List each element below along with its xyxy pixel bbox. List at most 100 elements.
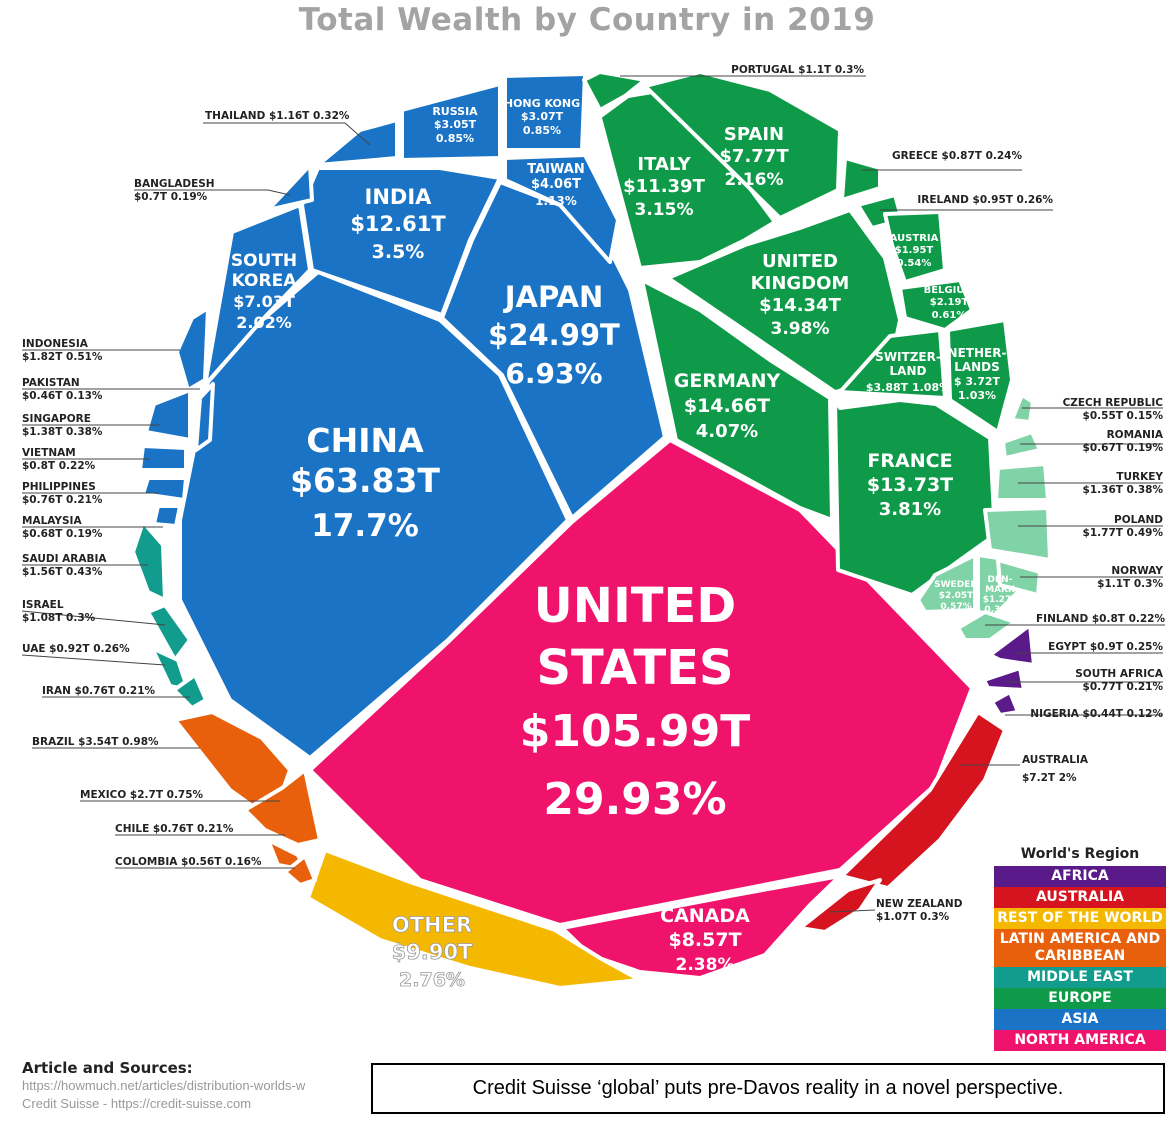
taiwan-label-line: TAIWAN (527, 162, 584, 177)
italy-cell (596, 88, 777, 270)
vietnam-label-line: VIETNAM (22, 447, 76, 459)
france-label-line: FRANCE (867, 450, 952, 472)
india-label-line: 3.5% (372, 241, 425, 263)
uk-label-line: 3.98% (771, 319, 830, 339)
austria-label-line: AUSTRIA (890, 233, 939, 244)
germany-label-line: GERMANY (674, 370, 781, 392)
taiwan-label: TAIWAN $4.06T 1.13% (527, 162, 584, 208)
uk-label-line: $14.34T (759, 295, 841, 316)
skorea-label-line: 2.02% (236, 313, 292, 332)
singapore-label: SINGAPORE $1.38T 0.38% (22, 413, 103, 438)
israel-cell (146, 603, 192, 662)
mexico-label-line: MEXICO $2.7T 0.75% (80, 789, 204, 801)
sweden-label: SWEDEN $2.05T 0.57% (934, 580, 978, 612)
germany-label-line: $14.66T (684, 395, 770, 417)
nz-label-line: $1.07T 0.3% (876, 911, 950, 923)
denmark-label-line: DEN- (988, 575, 1013, 585)
greece-cell (840, 156, 882, 202)
mexico-cell (243, 768, 322, 847)
skorea-label-line: KOREA (232, 271, 298, 291)
indonesia-cell (175, 306, 210, 392)
turkey-label-line: $1.36T 0.38% (1083, 484, 1164, 496)
ireland-label: IRELAND $0.95T 0.26% (917, 194, 1053, 206)
japan-label: JAPAN $24.99T 6.93% (488, 280, 620, 390)
vietnam-label-line: $0.8T 0.22% (22, 460, 96, 472)
egypt-cell (988, 623, 1036, 667)
other-label: OTHER $9.90T 2.76% (392, 913, 473, 991)
hongkong-label-line: 0.85% (523, 124, 561, 137)
nz-label-line: NEW ZEALAND (876, 898, 963, 910)
austria-label-line: $1.95T (895, 245, 934, 256)
skorea-label-line: SOUTH (231, 251, 297, 271)
bangladesh-cell (266, 163, 314, 212)
saudi-label-line: SAUDI ARABIA (22, 553, 107, 565)
bangladesh-label-line: $0.7T 0.19% (134, 191, 208, 203)
brazil-cell (173, 710, 292, 822)
germany-label-line: 4.07% (696, 421, 758, 442)
finland-label-line: FINLAND $0.8T 0.22% (1036, 613, 1165, 625)
source-link-howmuch[interactable]: https://howmuch.net/articles/distributio… (22, 1078, 306, 1093)
malaysia-label-line: $0.68T 0.19% (22, 528, 103, 540)
caption-box: Credit Suisse ‘global’ puts pre-Davos re… (371, 1063, 1165, 1114)
spain-label-line: SPAIN (724, 124, 784, 145)
spain-cell (643, 70, 842, 220)
thailand-label: THAILAND $1.16T 0.32% (205, 110, 350, 122)
legend-item-africa: AFRICA (994, 866, 1166, 887)
safrica-label: SOUTH AFRICA $0.77T 0.21% (1075, 668, 1164, 693)
norway-label-line: NORWAY (1111, 565, 1163, 577)
colombia-label: COLOMBIA $0.56T 0.16% (115, 856, 262, 868)
italy-label-line: $11.39T (623, 176, 705, 197)
uk-label-line: KINGDOM (751, 273, 850, 294)
china-label: CHINA $63.83T 17.7% (290, 421, 440, 544)
czech-label-line: CZECH REPUBLIC (1063, 397, 1164, 409)
skorea-label: SOUTH KOREA $7.03T 2.02% (231, 251, 297, 332)
inner-labels: UNITED STATES $105.99T 29.93% CHINA $63.83T 17… (231, 97, 1018, 991)
portugal-cell (582, 70, 647, 112)
nz-cell (798, 878, 882, 934)
finland-cell (956, 610, 1017, 642)
italy-label: ITALY $11.39T 3.15% (623, 154, 705, 220)
chart-title: Total Wealth by Country in 2019 (298, 2, 876, 38)
saudi-cell (131, 520, 167, 602)
region-legend: World's Region AFRICA AUSTRALIA REST OF TH… (994, 846, 1166, 1051)
australia-label: AUSTRALIA $7.2T 2% (1022, 754, 1089, 784)
brazil-label: BRAZIL $3.54T 0.98% (32, 736, 159, 748)
greece-label-line: GREECE $0.87T 0.24% (892, 150, 1023, 162)
legend-title: World's Region (1020, 846, 1140, 862)
belgium-cell (898, 278, 974, 332)
singapore-label-line: SINGAPORE (22, 413, 91, 425)
switzerland-cell (838, 328, 947, 400)
bangladesh-label: BANGLADESH $0.7T 0.19% (134, 178, 215, 203)
sources-block: Article and Sources: https://howmuch.net… (22, 1059, 367, 1113)
germany-cell (640, 278, 834, 522)
legend-item-rest-of-the-world: REST OF THE WORLD (994, 908, 1166, 929)
skorea-label-line: $7.03T (233, 292, 295, 311)
other-label-line: OTHER (392, 913, 472, 937)
nz-label: NEW ZEALAND $1.07T 0.3% (876, 898, 963, 923)
us-label: UNITED STATES $105.99T 29.93% (520, 578, 750, 825)
colombia-cell (283, 854, 317, 887)
us-label-line: STATES (536, 640, 733, 696)
ireland-label-line: IRELAND $0.95T 0.26% (917, 194, 1053, 206)
turkey-cell (994, 462, 1050, 502)
czech-label: CZECH REPUBLIC $0.55T 0.15% (1063, 397, 1164, 422)
austria-label: AUSTRIA $1.95T 0.54% (890, 233, 939, 269)
france-label-line: 3.81% (879, 499, 941, 520)
saudi-label-line: $1.56T 0.43% (22, 566, 103, 578)
portugal-label-line: PORTUGAL $1.1T 0.3% (731, 64, 864, 76)
egypt-label-line: EGYPT $0.9T 0.25% (1048, 641, 1163, 653)
japan-label-line: 6.93% (505, 357, 602, 390)
other-label-line: $9.90T (392, 940, 473, 964)
finland-label: FINLAND $0.8T 0.22% (1036, 613, 1165, 625)
singapore-label-line: $1.38T 0.38% (22, 426, 103, 438)
malaysia-cell (152, 504, 182, 528)
poland-label: POLAND $1.77T 0.49% (1083, 514, 1164, 539)
israel-label-line: $1.08T 0.3% (22, 612, 96, 624)
malaysia-label: MALAYSIA $0.68T 0.19% (22, 515, 103, 540)
turkey-label: TURKEY $1.36T 0.38% (1083, 471, 1164, 496)
russia-label-line: $3.05T (434, 118, 477, 131)
russia-cell (400, 82, 502, 162)
bangladesh-leader-line (134, 189, 291, 196)
turkey-label-line: TURKEY (1116, 471, 1163, 483)
